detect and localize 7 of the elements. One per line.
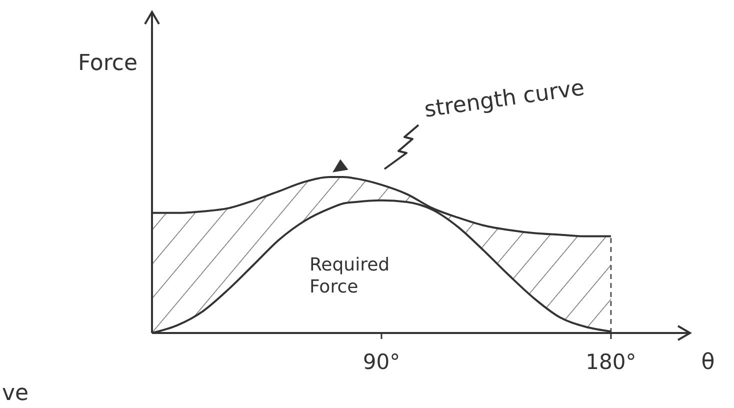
x-tick-label: 90° [362,350,400,374]
text: strength curve [422,76,586,123]
x-tick-label: 180° [586,350,636,374]
series-label: Required Force [309,254,390,298]
y-axis-title: Force [78,51,138,76]
text: ve [2,381,29,406]
x-axis-title: θ [701,350,715,375]
